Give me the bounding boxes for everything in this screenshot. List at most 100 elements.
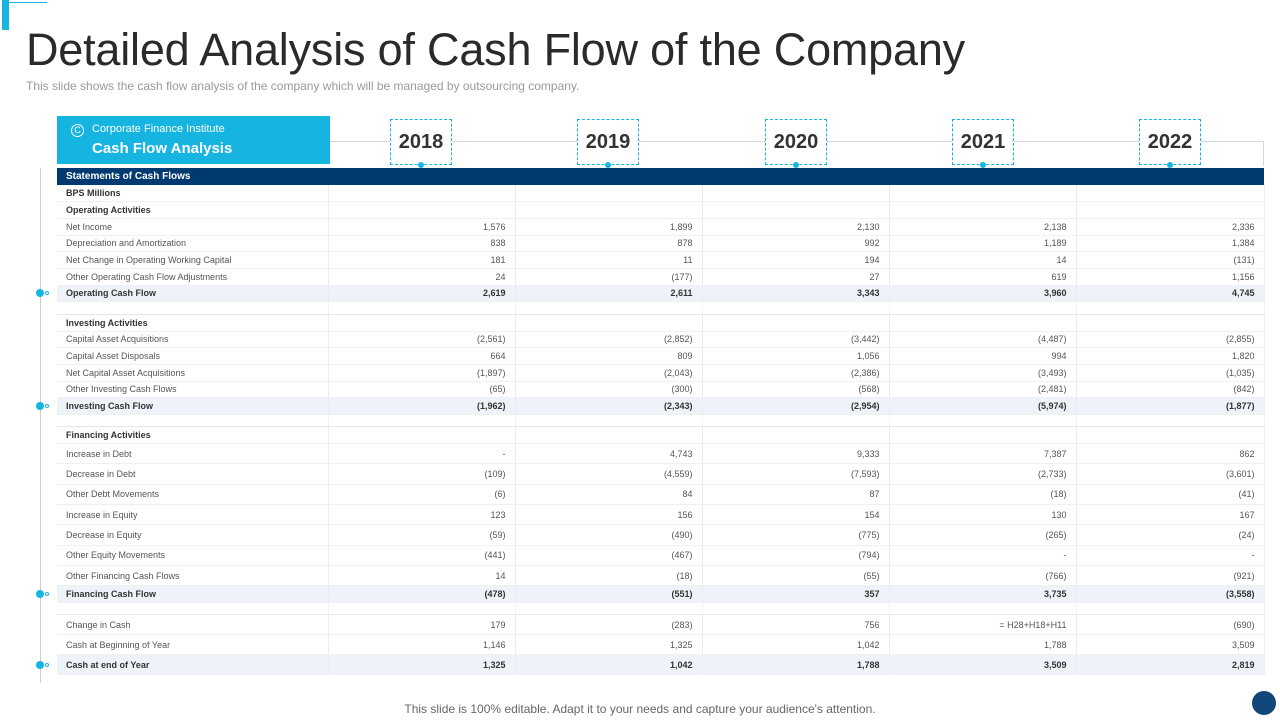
- table-section-row: BPS Millions: [57, 185, 1265, 203]
- cell-2021: 1,189: [889, 235, 1077, 253]
- year-header-2018: 2018: [390, 119, 452, 168]
- cell-2021: 3,735: [889, 585, 1077, 603]
- cell-2020: 194: [702, 251, 890, 269]
- cell-2019: [515, 314, 703, 332]
- row-label: Net Income: [57, 218, 329, 236]
- cell-2018: 181: [328, 251, 516, 269]
- cell-2019: [515, 201, 703, 219]
- cell-2021: [889, 314, 1077, 332]
- corner-accent-line: [9, 2, 47, 3]
- cfi-banner-title: Cash Flow Analysis: [92, 140, 233, 157]
- cell-2021: [889, 426, 1077, 445]
- total-row-marker-icon: [36, 402, 50, 411]
- cell-2019: 4,743: [515, 443, 703, 465]
- cash-flow-table: Statements of Cash Flows BPS Millions Oper…: [57, 168, 1265, 676]
- cell-2022: 862: [1076, 443, 1265, 465]
- cell-2020: 992: [702, 235, 890, 253]
- table-row: Other Equity Movements (441) (467) (794) - -: [57, 545, 1265, 566]
- cell-2021: (265): [889, 524, 1077, 546]
- cell-2020: 2,130: [702, 218, 890, 236]
- cell-2019: (2,043): [515, 364, 703, 382]
- slide-nav-button[interactable]: [1252, 691, 1276, 715]
- cell-2018: (65): [328, 381, 516, 399]
- cell-2018: (2,561): [328, 331, 516, 349]
- left-rule: [40, 168, 41, 683]
- cell-2020: (2,386): [702, 364, 890, 382]
- cell-2018: [328, 201, 516, 219]
- cell-2019: 156: [515, 504, 703, 526]
- marker-ring-icon: [45, 404, 49, 409]
- cell-2022: (3,558): [1076, 585, 1265, 603]
- cell-2022: (24): [1076, 524, 1265, 546]
- cell-2022: (2,855): [1076, 331, 1265, 349]
- marker-ring-icon: [45, 662, 49, 667]
- row-label: Capital Asset Acquisitions: [57, 331, 329, 349]
- cell-2022: [1076, 301, 1265, 315]
- row-label: Investing Activities: [57, 314, 329, 332]
- table-row: Net Change in Operating Working Capital 1…: [57, 251, 1265, 269]
- cell-2020: [702, 201, 890, 219]
- cell-2022: (690): [1076, 614, 1265, 636]
- table-row: Cash at Beginning of Year 1,146 1,325 1,042…: [57, 634, 1265, 656]
- row-label: Decrease in Debt: [57, 463, 329, 485]
- cell-2018: (1,962): [328, 397, 516, 415]
- row-label: [57, 602, 329, 616]
- cell-2022: (3,601): [1076, 463, 1265, 485]
- row-label: Depreciation and Amortization: [57, 235, 329, 253]
- total-row-marker-icon: [36, 590, 50, 599]
- cell-2018: 14: [328, 565, 516, 587]
- cell-2018: [328, 185, 516, 203]
- row-label: Cash at Beginning of Year: [57, 634, 329, 656]
- table-row: Other Investing Cash Flows (65) (300) (568)…: [57, 381, 1265, 399]
- cell-2019: (490): [515, 524, 703, 546]
- cell-2021: 994: [889, 347, 1077, 365]
- row-label: Increase in Equity: [57, 504, 329, 526]
- cell-2018: (6): [328, 484, 516, 506]
- cell-2018: (478): [328, 585, 516, 603]
- row-label: Investing Cash Flow: [57, 397, 329, 415]
- cell-2018: 838: [328, 235, 516, 253]
- cell-2022: 3,509: [1076, 634, 1265, 656]
- cell-2021: [889, 201, 1077, 219]
- cell-2022: [1076, 201, 1265, 219]
- cell-2018: 664: [328, 347, 516, 365]
- cell-2019: 1,325: [515, 634, 703, 656]
- cell-2019: [515, 414, 703, 428]
- table-section-row: Investing Activities: [57, 314, 1265, 332]
- table-row: Increase in Equity 123 156 154 130 167: [57, 504, 1265, 526]
- cell-2019: (177): [515, 268, 703, 286]
- slide-title: Detailed Analysis of Cash Flow of the Co…: [26, 24, 965, 75]
- cell-2022: [1076, 426, 1265, 445]
- cell-2021: (18): [889, 484, 1077, 506]
- cell-2019: 878: [515, 235, 703, 253]
- table-row: Other Financing Cash Flows 14 (18) (55) (766…: [57, 565, 1265, 587]
- row-label: Capital Asset Disposals: [57, 347, 329, 365]
- cell-2020: (794): [702, 545, 890, 566]
- cell-2021: (2,481): [889, 381, 1077, 399]
- cell-2020: 1,042: [702, 634, 890, 656]
- cell-2019: [515, 426, 703, 445]
- cell-2018: [328, 314, 516, 332]
- cell-2020: 1,788: [702, 654, 890, 676]
- cell-2018: (441): [328, 545, 516, 566]
- cell-2020: 756: [702, 614, 890, 636]
- cell-2022: [1076, 314, 1265, 332]
- cfi-org-name: Corporate Finance Institute: [92, 123, 225, 135]
- row-label: Financing Cash Flow: [57, 585, 329, 603]
- table-row: [57, 602, 1265, 616]
- cell-2018: (59): [328, 524, 516, 546]
- cell-2020: 9,333: [702, 443, 890, 465]
- cell-2020: 357: [702, 585, 890, 603]
- cell-2021: (2,733): [889, 463, 1077, 485]
- cell-2018: 1,576: [328, 218, 516, 236]
- row-label: Increase in Debt: [57, 443, 329, 465]
- cell-2020: 3,343: [702, 285, 890, 303]
- table-row: Depreciation and Amortization 838 878 992 1,…: [57, 235, 1265, 253]
- cell-2018: [328, 414, 516, 428]
- cell-2020: 27: [702, 268, 890, 286]
- cell-2019: (2,343): [515, 397, 703, 415]
- cell-2021: (4,487): [889, 331, 1077, 349]
- total-row-marker-icon: [36, 289, 50, 298]
- cell-2022: (131): [1076, 251, 1265, 269]
- table-row: Net Capital Asset Acquisitions (1,897) (2,…: [57, 364, 1265, 382]
